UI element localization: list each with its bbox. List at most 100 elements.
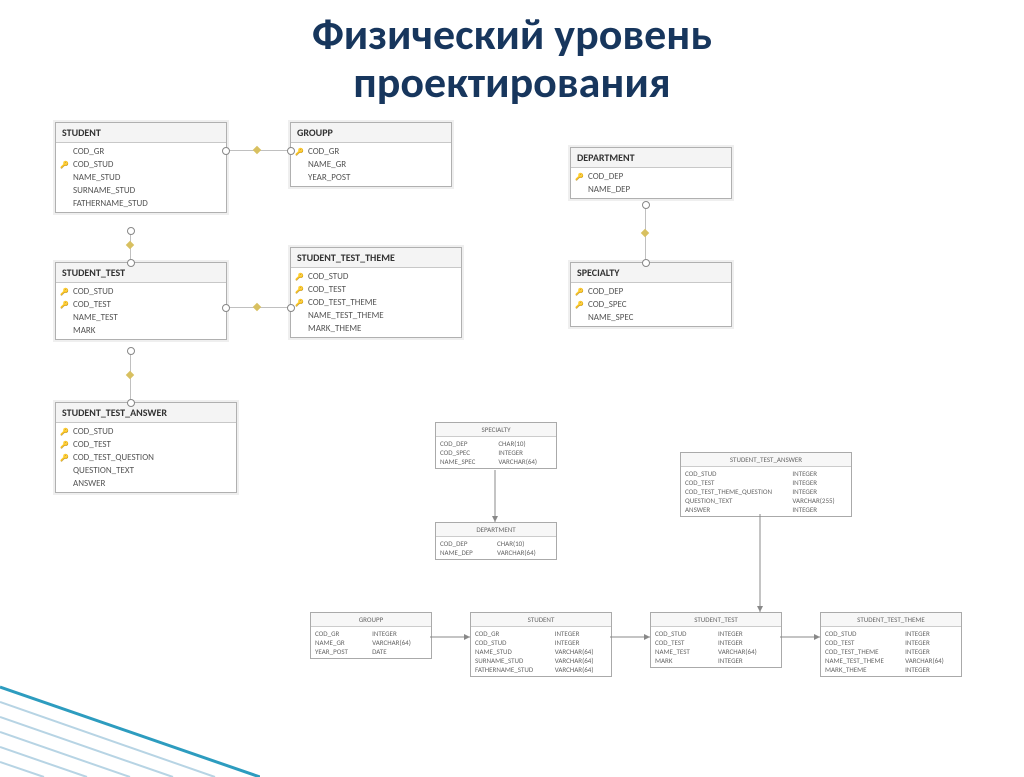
col-name: COD_TEST <box>655 638 710 647</box>
col-name: NAME_GR <box>315 638 364 647</box>
attr-name: COD_STUD <box>308 271 457 282</box>
attr-row: COD_STUD <box>291 270 461 283</box>
entity-header: STUDENT_TEST_ANSWER <box>56 403 236 423</box>
ptable-header: GROUPP <box>311 613 431 627</box>
attr-row: COD_GR <box>56 145 226 158</box>
endpoint-dot <box>127 399 135 407</box>
attr-row: MARK_THEME <box>291 322 461 335</box>
col-type: INTEGER <box>792 505 847 514</box>
endpoint-dot <box>222 147 230 155</box>
key-icon <box>60 439 70 449</box>
ptable-header: STUDENT <box>471 613 611 627</box>
col-type: VARCHAR(64) <box>555 647 607 656</box>
attr-row: FATHERNAME_STUD <box>56 197 226 210</box>
entity-student: STUDENTCOD_GRCOD_STUDNAME_STUDSURNAME_ST… <box>55 122 227 213</box>
attr-name: NAME_SPEC <box>588 312 727 323</box>
key-icon <box>60 286 70 296</box>
blank-icon <box>60 185 70 195</box>
col-name: COD_GR <box>315 629 364 638</box>
entity-header: DEPARTMENT <box>571 148 731 168</box>
col-type: INTEGER <box>555 638 607 647</box>
col-type: VARCHAR(64) <box>555 665 607 674</box>
col-type: VARCHAR(64) <box>372 638 427 647</box>
title-line1: Физический уровень <box>312 7 712 61</box>
entity-header: STUDENT_TEST <box>56 263 226 283</box>
attr-row: COD_TEST_QUESTION <box>56 451 236 464</box>
endpoint-dot <box>287 304 295 312</box>
ptable-header: STUDENT_TEST <box>651 613 781 627</box>
attr-row: QUESTION_TEXT <box>56 464 236 477</box>
attr-name: COD_TEST_QUESTION <box>73 452 232 463</box>
col-type: VARCHAR(64) <box>555 656 607 665</box>
ptable-student: STUDENTCOD_GRINTEGERCOD_STUDINTEGERNAME_… <box>470 612 612 677</box>
attr-row: NAME_SPEC <box>571 311 731 324</box>
col-type: INTEGER <box>372 629 427 638</box>
col-name: MARK <box>655 656 710 665</box>
col-type: INTEGER <box>555 629 607 638</box>
blank-icon <box>60 312 70 322</box>
attr-name: COD_DEP <box>588 286 727 297</box>
ptable-header: STUDENT_TEST_THEME <box>821 613 961 627</box>
attr-name: COD_DEP <box>588 171 727 182</box>
attr-row: COD_TEST <box>291 283 461 296</box>
attr-name: NAME_DEP <box>588 184 727 195</box>
ptable-student_test: STUDENT_TESTCOD_STUDINTEGERCOD_TESTINTEG… <box>650 612 782 668</box>
col-type: INTEGER <box>905 647 957 656</box>
col-name: COD_STUD <box>685 469 784 478</box>
attr-name: COD_GR <box>73 146 222 157</box>
attr-name: COD_STUD <box>73 159 222 170</box>
entity-student_test_theme: STUDENT_TEST_THEMECOD_STUDCOD_TESTCOD_TE… <box>290 247 462 338</box>
attr-name: COD_STUD <box>73 286 222 297</box>
ptable-specialty: SPECIALTYCOD_DEPCHAR(10)COD_SPECINTEGERN… <box>435 422 557 469</box>
attr-row: COD_STUD <box>56 425 236 438</box>
col-name: COD_STUD <box>475 638 547 647</box>
col-name: COD_TEST_THEME <box>825 647 897 656</box>
attr-row: COD_STUD <box>56 158 226 171</box>
col-name: COD_TEST_THEME_QUESTION <box>685 487 784 496</box>
col-type: INTEGER <box>792 469 847 478</box>
col-name: ANSWER <box>685 505 784 514</box>
col-type: INTEGER <box>498 448 552 457</box>
relation-diamond <box>253 146 261 154</box>
entity-student_test_answer: STUDENT_TEST_ANSWER COD_STUD COD_TEST COD_T… <box>55 402 237 493</box>
key-icon <box>575 286 585 296</box>
ptable-groupp: GROUPPCOD_GRINTEGERNAME_GRVARCHAR(64)YEA… <box>310 612 432 659</box>
key-icon <box>295 271 305 281</box>
attr-name: SURNAME_STUD <box>73 185 222 196</box>
col-name: MARK_THEME <box>825 665 897 674</box>
col-type: CHAR(10) <box>497 539 552 548</box>
col-type: INTEGER <box>905 638 957 647</box>
entity-department: DEPARTMENT COD_DEP NAME_DEP <box>570 147 732 199</box>
attr-row: COD_DEP <box>571 170 731 183</box>
blank-icon <box>295 172 305 182</box>
col-name: COD_STUD <box>655 629 710 638</box>
attr-name: COD_STUD <box>73 426 232 437</box>
col-name: QUESTION_TEXT <box>685 496 784 505</box>
entity-header: SPECIALTY <box>571 263 731 283</box>
attr-name: NAME_TEST_THEME <box>308 310 457 321</box>
col-name: NAME_STUD <box>475 647 547 656</box>
blank-icon <box>60 198 70 208</box>
attr-name: NAME_TEST <box>73 312 222 323</box>
attr-row: COD_TEST <box>56 438 236 451</box>
attr-row: COD_STUD <box>56 285 226 298</box>
col-name: COD_TEST <box>825 638 897 647</box>
col-name: NAME_TEST_THEME <box>825 656 897 665</box>
relation-diamond <box>126 371 134 379</box>
attr-name: COD_TEST <box>308 284 457 295</box>
endpoint-dot <box>642 201 650 209</box>
attr-row: NAME_TEST_THEME <box>291 309 461 322</box>
attr-name: NAME_GR <box>308 159 447 170</box>
entity-header: GROUPP <box>291 123 451 143</box>
key-icon <box>60 159 70 169</box>
key-icon <box>575 171 585 181</box>
attr-name: COD_TEST <box>73 439 232 450</box>
col-name: NAME_TEST <box>655 647 710 656</box>
col-name: NAME_DEP <box>440 548 489 557</box>
col-name: SURNAME_STUD <box>475 656 547 665</box>
col-type: INTEGER <box>792 487 847 496</box>
col-name: COD_TEST <box>685 478 784 487</box>
endpoint-dot <box>222 304 230 312</box>
col-type: INTEGER <box>718 638 777 647</box>
relation-diamond <box>641 229 649 237</box>
